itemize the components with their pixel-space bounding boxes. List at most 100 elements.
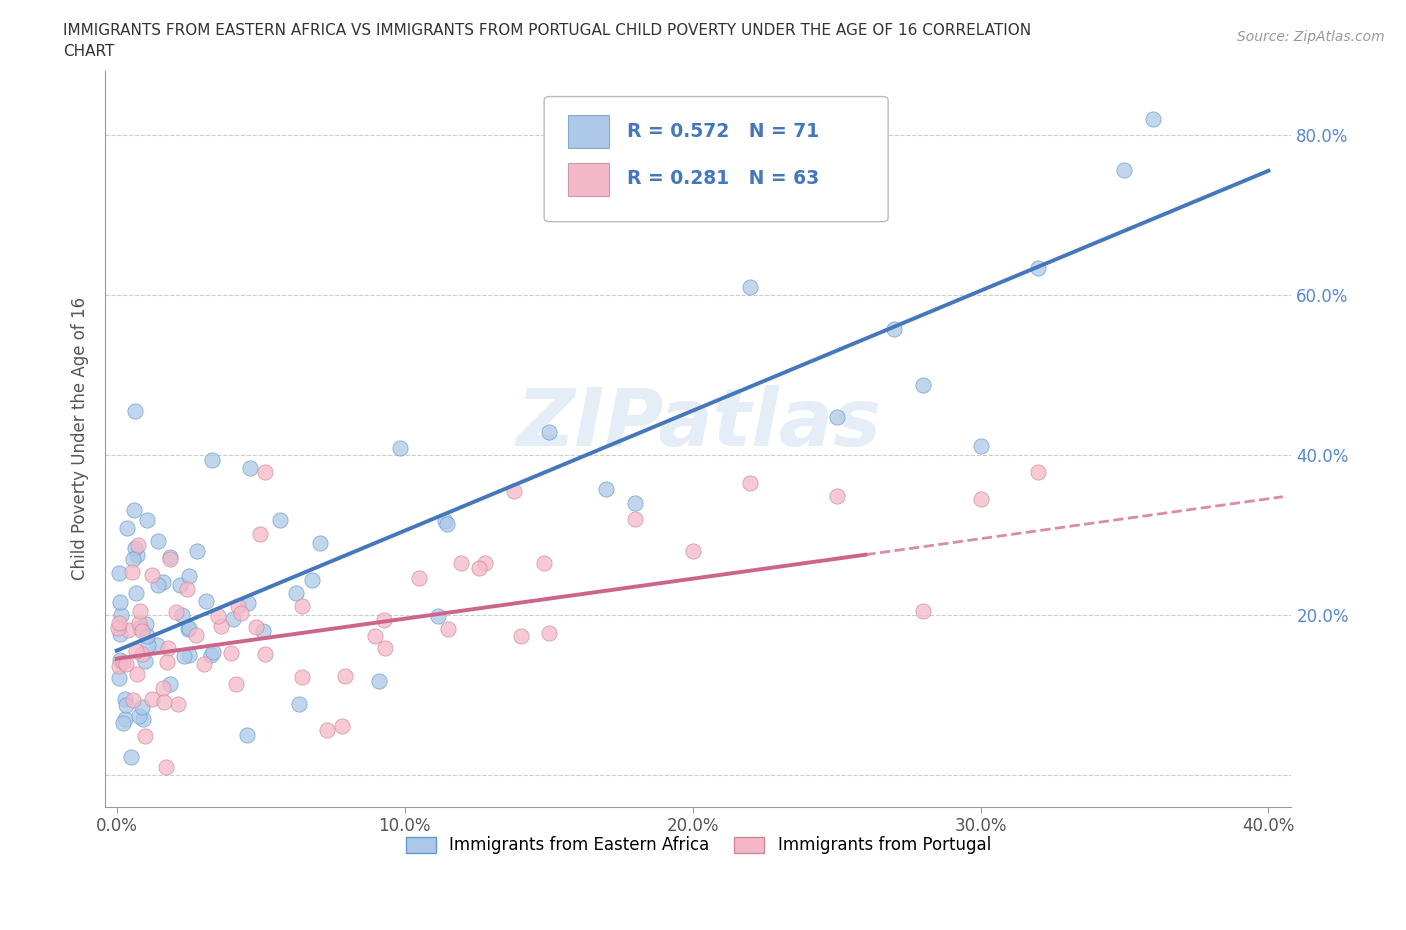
Point: [111, 655, 134, 670]
Point: [682, 543, 704, 558]
Point: [121, 565, 143, 579]
Point: [129, 620, 152, 635]
Text: IMMIGRANTS FROM EASTERN AFRICA VS IMMIGRANTS FROM PORTUGAL CHILD POVERTY UNDER T: IMMIGRANTS FROM EASTERN AFRICA VS IMMIGR…: [63, 23, 1032, 38]
Point: [291, 599, 314, 614]
Point: [177, 620, 200, 635]
Point: [374, 641, 396, 656]
Text: ZIPatlas: ZIPatlas: [516, 385, 880, 463]
Point: [225, 677, 247, 692]
Point: [245, 619, 267, 634]
Point: [219, 645, 242, 660]
Point: [195, 594, 218, 609]
Point: [108, 671, 131, 685]
Point: [177, 568, 200, 583]
Point: [131, 624, 153, 639]
Point: [883, 322, 905, 337]
Point: [146, 578, 169, 592]
Point: [436, 516, 458, 531]
Point: [166, 697, 188, 711]
Point: [301, 573, 323, 588]
Point: [825, 409, 848, 424]
Point: [468, 561, 491, 576]
Point: [388, 441, 411, 456]
Point: [450, 555, 472, 570]
FancyBboxPatch shape: [544, 97, 889, 221]
Point: [624, 512, 647, 526]
Point: [291, 670, 314, 684]
Point: [170, 607, 193, 622]
Point: [156, 655, 179, 670]
Point: [136, 628, 159, 643]
Point: [128, 708, 150, 723]
Point: [146, 534, 169, 549]
FancyBboxPatch shape: [568, 163, 609, 196]
Point: [239, 460, 262, 475]
Point: [179, 648, 201, 663]
Point: [1026, 260, 1049, 275]
Point: [236, 595, 259, 610]
Point: [911, 378, 934, 392]
Point: [141, 691, 163, 706]
Point: [595, 481, 617, 496]
Point: [131, 699, 153, 714]
Point: [193, 657, 215, 671]
Point: [236, 727, 259, 742]
Point: [911, 604, 934, 618]
Point: [159, 676, 181, 691]
Point: [537, 625, 560, 640]
Point: [207, 608, 229, 623]
Point: [176, 581, 198, 596]
Point: [503, 484, 526, 498]
Point: [155, 759, 177, 774]
Point: [510, 629, 533, 644]
Point: [433, 513, 456, 528]
Point: [969, 492, 991, 507]
Point: [253, 646, 276, 661]
Point: [437, 621, 460, 636]
Point: [364, 629, 387, 644]
Point: [117, 623, 139, 638]
Point: [333, 669, 356, 684]
Point: [284, 586, 307, 601]
Point: [229, 605, 252, 620]
FancyBboxPatch shape: [568, 115, 609, 148]
Point: [740, 279, 762, 294]
Point: [107, 616, 129, 631]
Point: [136, 638, 159, 653]
Point: [253, 465, 276, 480]
Point: [269, 513, 291, 528]
Point: [114, 691, 136, 706]
Point: [200, 647, 222, 662]
Point: [309, 536, 332, 551]
Point: [108, 594, 131, 609]
Point: [129, 604, 152, 618]
Point: [115, 520, 138, 535]
Point: [135, 617, 157, 631]
Point: [209, 619, 232, 634]
Point: [177, 622, 200, 637]
Point: [114, 657, 136, 671]
Point: [537, 424, 560, 439]
Point: [122, 692, 145, 707]
Point: [124, 403, 146, 418]
Point: [315, 723, 337, 737]
Point: [111, 716, 134, 731]
Point: [249, 526, 271, 541]
Point: [152, 575, 174, 590]
Point: [110, 607, 132, 622]
Point: [159, 552, 181, 567]
Point: [373, 612, 395, 627]
Point: [252, 624, 274, 639]
Point: [624, 495, 647, 510]
Legend: Immigrants from Eastern Africa, Immigrants from Portugal: Immigrants from Eastern Africa, Immigran…: [399, 830, 998, 861]
Text: R = 0.281   N = 63: R = 0.281 N = 63: [627, 169, 820, 189]
Point: [157, 641, 180, 656]
Point: [125, 585, 148, 600]
Point: [125, 644, 148, 658]
Point: [122, 502, 145, 517]
Point: [114, 711, 136, 726]
Point: [134, 728, 156, 743]
Point: [152, 681, 174, 696]
Point: [110, 627, 132, 642]
Point: [115, 698, 138, 713]
